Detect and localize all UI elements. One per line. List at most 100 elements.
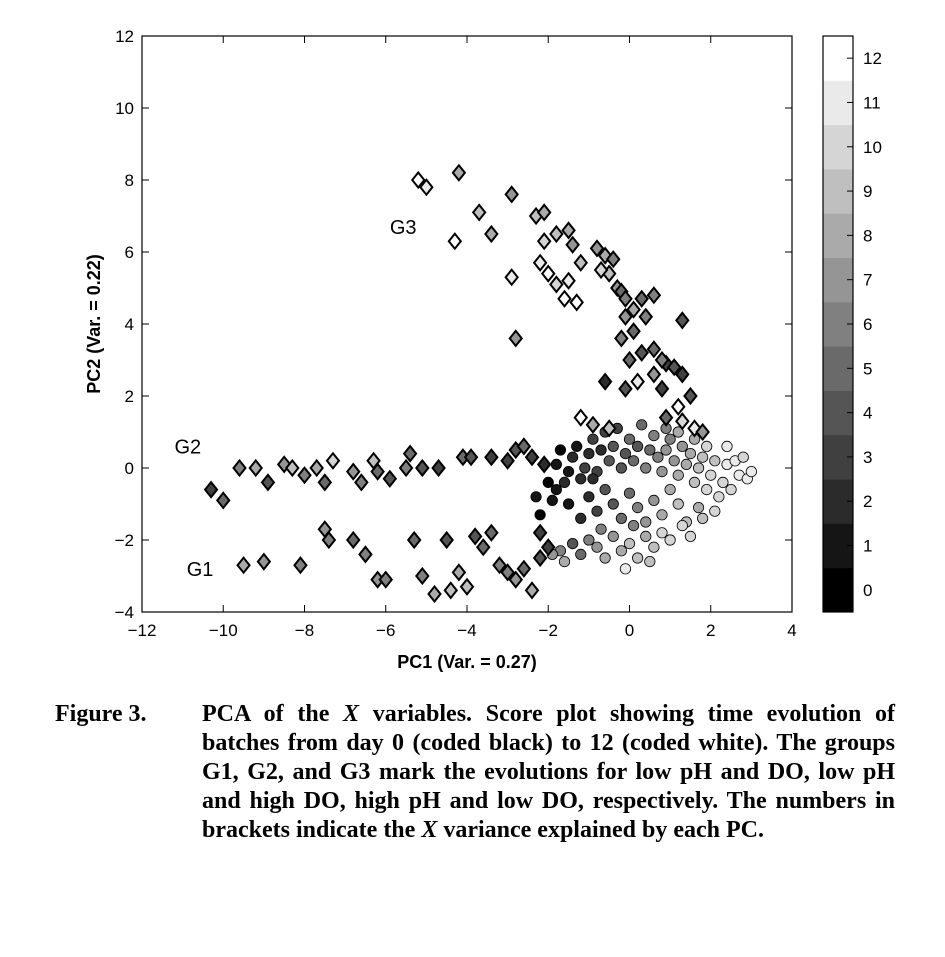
score-point-diamond [626, 322, 641, 341]
colorbar-tick-label: 4 [863, 404, 872, 423]
score-point-diamond [500, 563, 515, 582]
score-point-circle [672, 498, 684, 510]
score-point-circle [672, 426, 684, 438]
x-tick-label: 2 [706, 621, 715, 640]
colorbar-tick-label: 3 [863, 448, 872, 467]
score-point-circle [542, 476, 554, 488]
x-tick-label: −4 [457, 621, 476, 640]
score-point-circle [599, 483, 611, 496]
score-point-circle [745, 465, 757, 478]
score-point-diamond [475, 538, 491, 557]
score-point-diamond [618, 289, 633, 308]
score-point-circle [599, 552, 611, 564]
y-axis-label: PC2 (Var. = 0.22) [84, 254, 104, 394]
score-point-diamond [293, 556, 308, 575]
x-tick-label: 4 [787, 621, 796, 640]
score-point-circle [648, 429, 660, 442]
score-point-circle [648, 494, 660, 506]
y-tick-label: −4 [115, 603, 134, 622]
score-point-circle [567, 451, 579, 463]
score-point-diamond [654, 350, 670, 370]
score-point-circle [558, 476, 571, 488]
score-point-circle [632, 501, 644, 514]
score-point-circle [640, 530, 652, 543]
x-tick-label: 0 [625, 621, 634, 640]
score-point-diamond [345, 530, 361, 550]
score-point-diamond [516, 559, 532, 578]
score-point-diamond [561, 271, 576, 290]
score-point-circle [717, 476, 729, 488]
score-point-diamond [463, 448, 479, 467]
score-point-diamond [536, 232, 552, 251]
score-point-circle [546, 494, 558, 506]
score-point-diamond [309, 458, 324, 478]
score-point-diamond [573, 253, 589, 272]
score-point-diamond [370, 462, 385, 481]
score-point-diamond [536, 203, 552, 222]
score-point-diamond [675, 311, 690, 330]
score-point-circle [660, 444, 672, 456]
score-point-diamond [406, 530, 422, 550]
score-point-circle [623, 537, 636, 550]
score-point-circle [575, 473, 587, 485]
score-point-diamond [419, 178, 434, 197]
colorbar-tick-label: 8 [863, 226, 872, 245]
score-point-diamond [285, 458, 300, 478]
score-point-circle [554, 444, 567, 456]
score-point-circle [656, 465, 668, 478]
score-point-diamond [549, 224, 564, 244]
score-point-diamond [451, 163, 467, 182]
score-point-diamond [634, 343, 649, 362]
score-point-circle [725, 483, 737, 496]
score-point-circle [607, 440, 619, 452]
colorbar-tick-label: 1 [863, 537, 872, 556]
score-point-diamond [618, 379, 633, 398]
score-point-circle [558, 555, 571, 568]
score-point-diamond [427, 584, 442, 604]
score-point-diamond [260, 473, 276, 492]
score-point-diamond [232, 458, 247, 478]
score-point-diamond [492, 556, 507, 575]
score-point-circle [591, 505, 603, 517]
score-point-diamond [317, 473, 333, 492]
score-point-diamond [203, 480, 219, 499]
score-point-circle [587, 433, 599, 445]
y-tick-label: 12 [115, 27, 134, 46]
score-point-diamond [589, 239, 605, 258]
score-point-diamond [484, 523, 499, 542]
score-point-circle [550, 458, 562, 470]
score-point-diamond [402, 444, 418, 463]
score-point-circle [595, 444, 607, 456]
score-point-circle [648, 541, 660, 553]
score-point-diamond [597, 372, 613, 391]
score-point-circle [615, 545, 627, 557]
score-point-circle [692, 462, 705, 474]
score-point-diamond [378, 570, 394, 589]
score-point-circle [575, 548, 587, 561]
score-point-diamond [504, 268, 519, 287]
score-point-circle [627, 519, 640, 532]
colorbar-tick-label: 12 [863, 49, 882, 68]
score-point-circle [692, 501, 705, 514]
score-point-diamond [484, 224, 499, 244]
score-point-diamond [471, 203, 487, 222]
score-point-circle [688, 476, 701, 488]
colorbar-tick-label: 0 [863, 581, 872, 600]
score-point-diamond [524, 581, 540, 600]
score-point-circle [701, 440, 713, 452]
score-point-diamond [601, 419, 617, 438]
score-point-diamond [573, 408, 589, 427]
score-point-circle [583, 447, 595, 460]
score-point-circle [737, 451, 749, 463]
score-point-circle [587, 473, 599, 485]
score-point-diamond [500, 451, 515, 470]
score-point-circle [664, 433, 676, 445]
y-tick-label: −2 [115, 531, 134, 550]
score-point-diamond [524, 448, 540, 467]
x-tick-label: −8 [295, 621, 314, 640]
score-point-diamond [622, 350, 637, 370]
score-point-circle [668, 455, 680, 467]
x-tick-label: −6 [376, 621, 395, 640]
score-point-circle [676, 519, 688, 532]
x-axis-label: PC1 (Var. = 0.27) [397, 652, 537, 672]
